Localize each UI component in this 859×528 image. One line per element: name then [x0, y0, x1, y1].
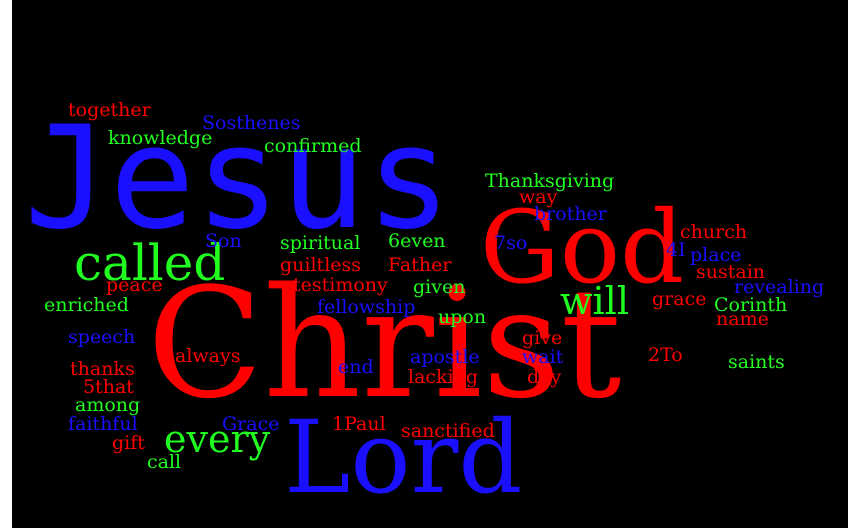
word-thanks: thanks	[70, 358, 135, 380]
word-brother: brother	[534, 203, 607, 225]
word-church: church	[680, 221, 748, 243]
word-grace-lower: grace	[652, 288, 707, 310]
word-thanksgiving: Thanksgiving	[485, 170, 615, 192]
word-name: name	[716, 308, 769, 330]
word-5that: 5that	[83, 376, 134, 398]
word-father: Father	[388, 254, 452, 276]
word-revealing: revealing	[734, 276, 825, 298]
word-called: called	[74, 234, 226, 292]
word-together: together	[68, 99, 151, 121]
word-sustain: sustain	[696, 261, 766, 283]
word-enriched: enriched	[44, 294, 129, 316]
word-way: way	[519, 186, 558, 208]
word-give: give	[522, 327, 563, 349]
word-confirmed: confirmed	[264, 135, 362, 157]
word-son: Son	[205, 230, 242, 252]
word-knowledge: knowledge	[108, 127, 213, 149]
word-day: day	[527, 366, 562, 388]
word-gift: gift	[112, 432, 145, 454]
word-saints: saints	[728, 351, 785, 373]
word-call: call	[147, 451, 182, 473]
word-upon: upon	[438, 306, 487, 328]
word-sanctified: sanctified	[401, 420, 495, 442]
word-end: end	[338, 356, 374, 378]
word-christ: Christ	[147, 255, 622, 432]
word-faithful: faithful	[68, 413, 138, 435]
word-fellowship: fellowship	[317, 296, 416, 318]
word-peace: peace	[106, 274, 163, 296]
word-given: given	[413, 276, 466, 298]
word-god: God	[480, 189, 685, 306]
word-7so: 7so	[494, 232, 528, 254]
word-cloud: Jesus God called Christ will every Lord …	[12, 0, 848, 528]
word-sosthenes: Sosthenes	[202, 112, 301, 134]
word-1paul: 1Paul	[332, 413, 386, 435]
word-place: place	[690, 244, 742, 266]
word-4i: 4I	[666, 239, 686, 261]
word-testimony: testimony	[293, 274, 388, 296]
word-2to: 2To	[648, 344, 683, 366]
word-always: always	[175, 345, 241, 367]
word-grace-upper: Grace	[222, 413, 280, 435]
word-lord: Lord	[284, 399, 523, 516]
word-spiritual: spiritual	[280, 232, 361, 254]
word-guiltless: guiltless	[280, 254, 362, 276]
word-every: every	[164, 417, 271, 461]
word-wait: wait	[522, 346, 564, 368]
word-jesus: Jesus	[24, 96, 452, 261]
word-6even: 6even	[388, 230, 446, 252]
word-among: among	[75, 394, 141, 416]
word-apostle: apostle	[410, 346, 480, 368]
word-lacking: lacking	[408, 366, 479, 388]
word-will: will	[560, 279, 629, 323]
word-corinth: Corinth	[714, 294, 788, 316]
word-speech: speech	[68, 326, 136, 348]
